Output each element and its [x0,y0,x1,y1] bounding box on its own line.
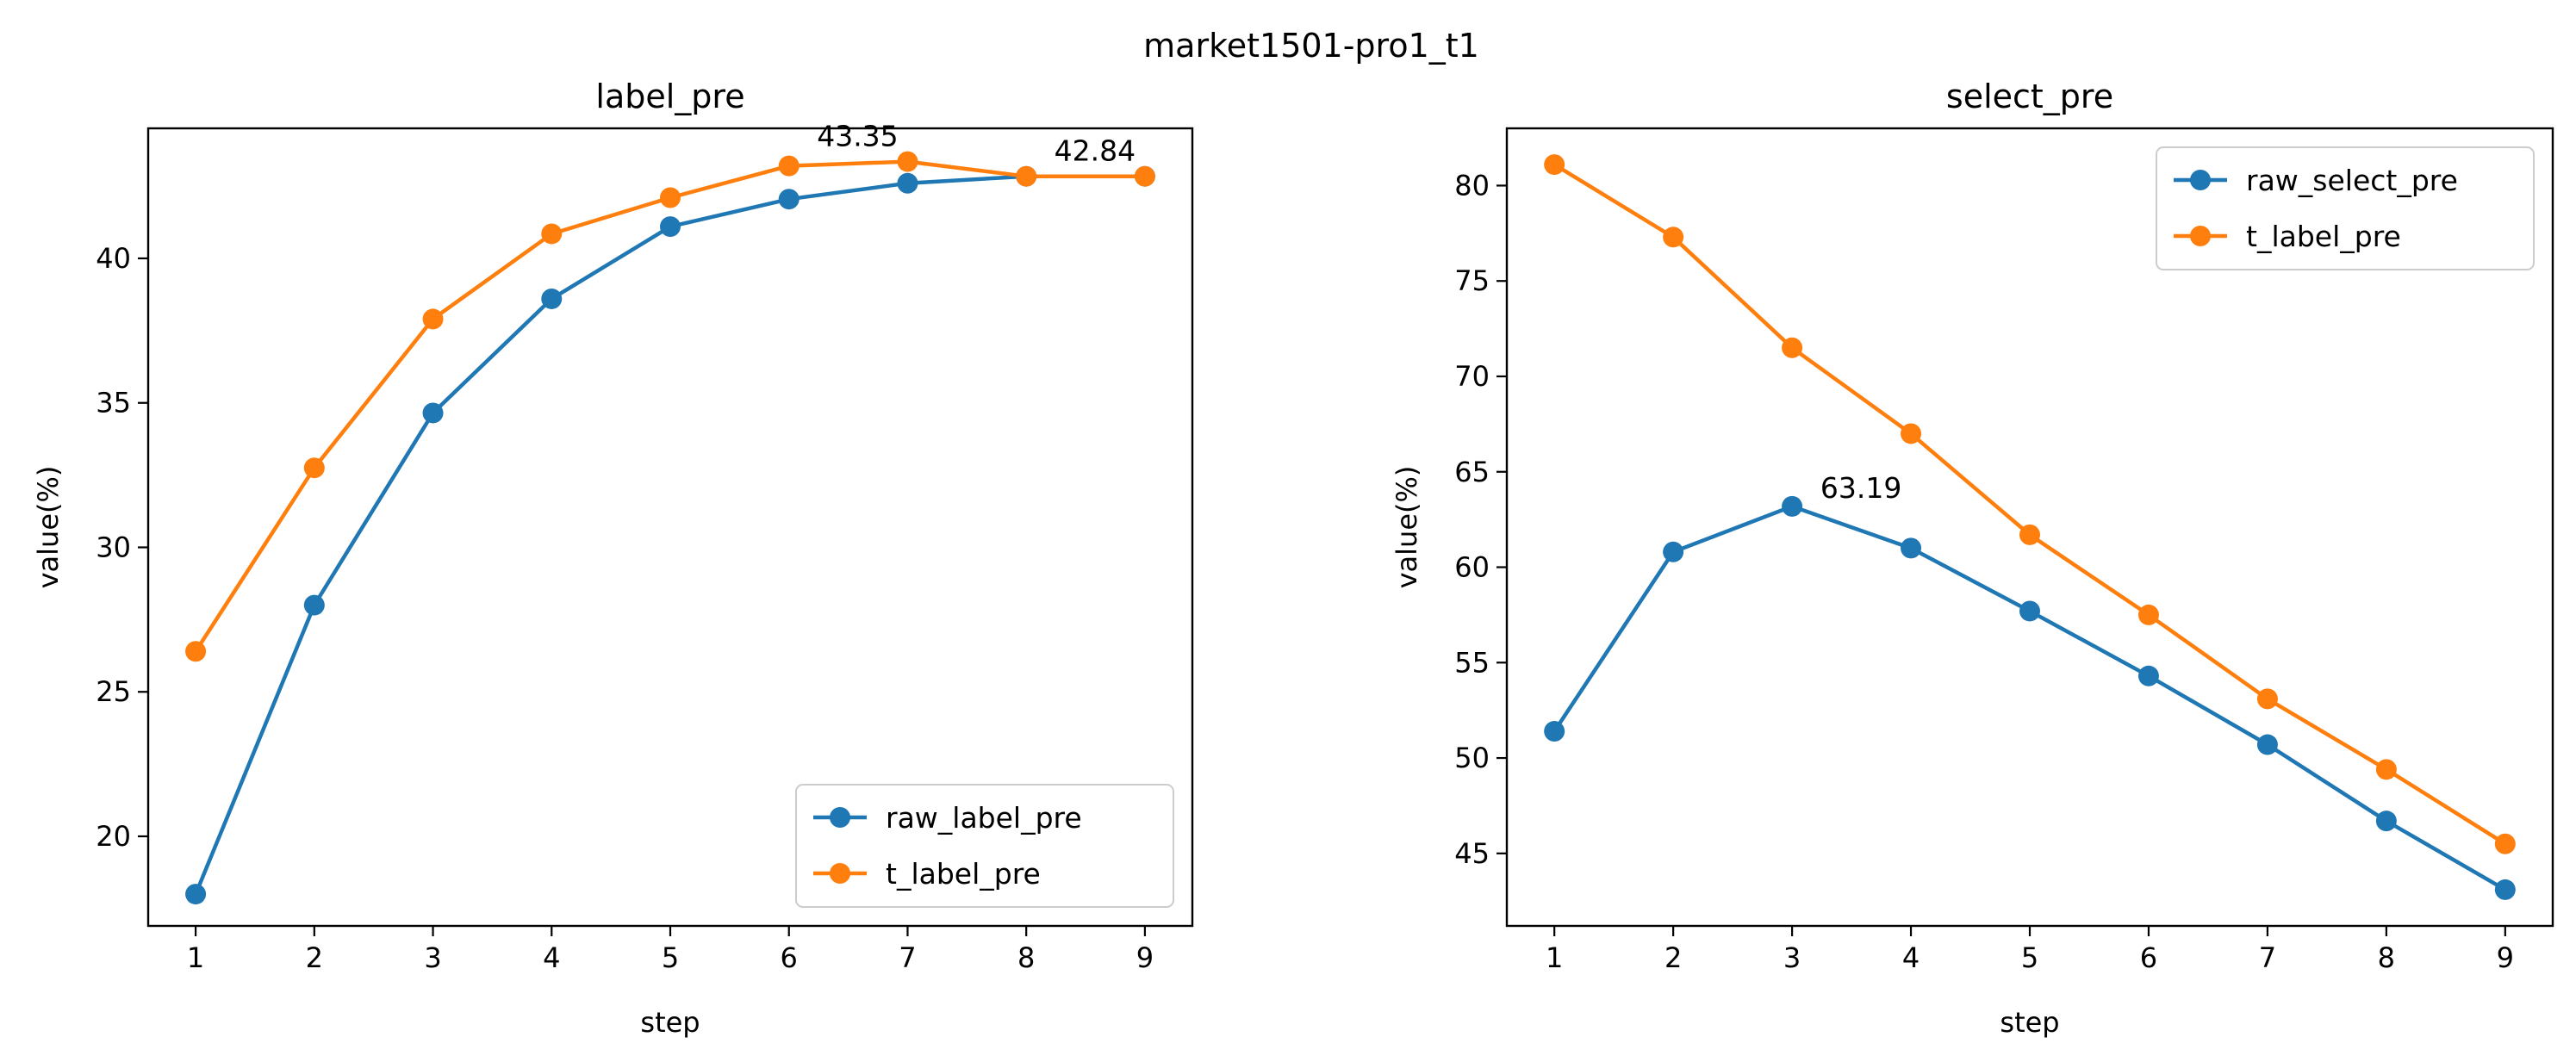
legend-item-t-label-pre: t_label_pre [813,857,1041,891]
x-tick-label: 3 [1783,941,1801,974]
data-point [1134,165,1155,187]
x-tick-label: 2 [306,941,323,974]
x-tick-label: 8 [1017,941,1035,974]
data-point [2019,524,2040,545]
data-point [2375,810,2397,832]
data-point [897,172,918,194]
data-point [2375,759,2397,780]
figure-suptitle: market1501-pro1_t1 [1143,27,1479,65]
y-axis-label: value(%) [32,466,65,589]
x-tick-label: 1 [1546,941,1563,974]
data-point [778,155,800,177]
data-point [2494,833,2516,854]
x-tick-label: 1 [187,941,204,974]
x-tick-label: 5 [2021,941,2038,974]
data-point [422,402,444,424]
data-point [2256,734,2278,755]
y-tick-label: 55 [1454,646,1490,679]
x-tick-label: 7 [2259,941,2276,974]
chart-title: select_pre [1946,78,2113,115]
chart-title: label_pre [595,78,744,115]
data-point [185,884,207,905]
legend-marker [2190,226,2211,246]
legend-marker [830,807,850,828]
x-tick-label: 6 [781,941,798,974]
data-point [1901,423,1922,444]
data-point [2137,665,2159,686]
y-tick-label: 70 [1454,360,1490,393]
data-point [1663,541,1684,562]
legend-label: t_label_pre [886,857,1041,891]
data-point [1782,337,1803,358]
y-tick-label: 75 [1454,264,1490,297]
data-point [185,641,207,662]
data-point [1016,165,1037,187]
x-tick-label: 9 [1136,941,1154,974]
x-tick-label: 7 [899,941,916,974]
x-axis-label: step [2000,1006,2059,1039]
data-point [2256,688,2278,710]
data-point [541,288,563,309]
y-axis-label: value(%) [1391,466,1423,589]
legend-label: raw_label_pre [886,801,1082,835]
data-annotation: 43.35 [817,120,898,153]
legend-box [795,784,1174,908]
legend-label: t_label_pre [2246,220,2401,253]
y-tick-label: 45 [1454,837,1490,870]
legend-label: raw_select_pre [2246,164,2458,197]
x-tick-label: 3 [424,941,441,974]
legend-item-t-label-pre: t_label_pre [2174,220,2401,253]
y-tick-label: 35 [96,387,131,419]
data-point [2494,879,2516,900]
x-axis-label: step [640,1006,700,1039]
y-tick-label: 20 [96,820,131,853]
legend: raw_select_pre t_label_pre [2156,146,2535,270]
x-tick-label: 4 [1902,941,1920,974]
series-line [1552,504,2506,891]
legend-marker [830,863,850,884]
data-point [1663,227,1684,248]
data-point [541,223,563,245]
series-t-label-pre [1544,154,2516,854]
series-t-label-pre [185,151,1155,662]
x-tick-label: 6 [2140,941,2157,974]
legend: raw_label_pre t_label_pre [795,784,1174,908]
data-point [303,594,325,616]
data-point [1782,495,1803,517]
legend-marker [2190,170,2211,190]
x-tick-label: 4 [543,941,560,974]
y-tick-label: 65 [1454,456,1490,488]
data-point [2137,604,2159,625]
y-tick-label: 50 [1454,742,1490,774]
y-tick-label: 80 [1454,169,1490,202]
x-tick-label: 9 [2497,941,2514,974]
y-tick-label: 25 [96,675,131,708]
data-point [1544,721,1565,742]
y-tick-label: 60 [1454,551,1490,584]
legend-item-raw-label-pre: raw_label_pre [813,801,1082,835]
data-point [422,308,444,330]
data-annotation: 42.84 [1055,134,1136,168]
data-point [660,187,681,208]
data-point [1544,154,1565,176]
x-tick-label: 5 [662,941,679,974]
y-tick-label: 30 [96,531,131,563]
data-point [303,457,325,479]
data-point [2019,600,2040,622]
data-point [660,216,681,238]
x-tick-label: 2 [1664,941,1682,974]
data-point [778,189,800,210]
data-point [1901,537,1922,559]
y-tick-label: 40 [96,242,131,275]
legend-box [2156,146,2535,270]
data-annotation: 63.19 [1820,471,1901,505]
legend-item-raw-select-pre: raw_select_pre [2174,164,2458,197]
data-point [897,151,918,172]
series-raw-select-pre [1544,495,2516,900]
x-tick-label: 8 [2378,941,2395,974]
